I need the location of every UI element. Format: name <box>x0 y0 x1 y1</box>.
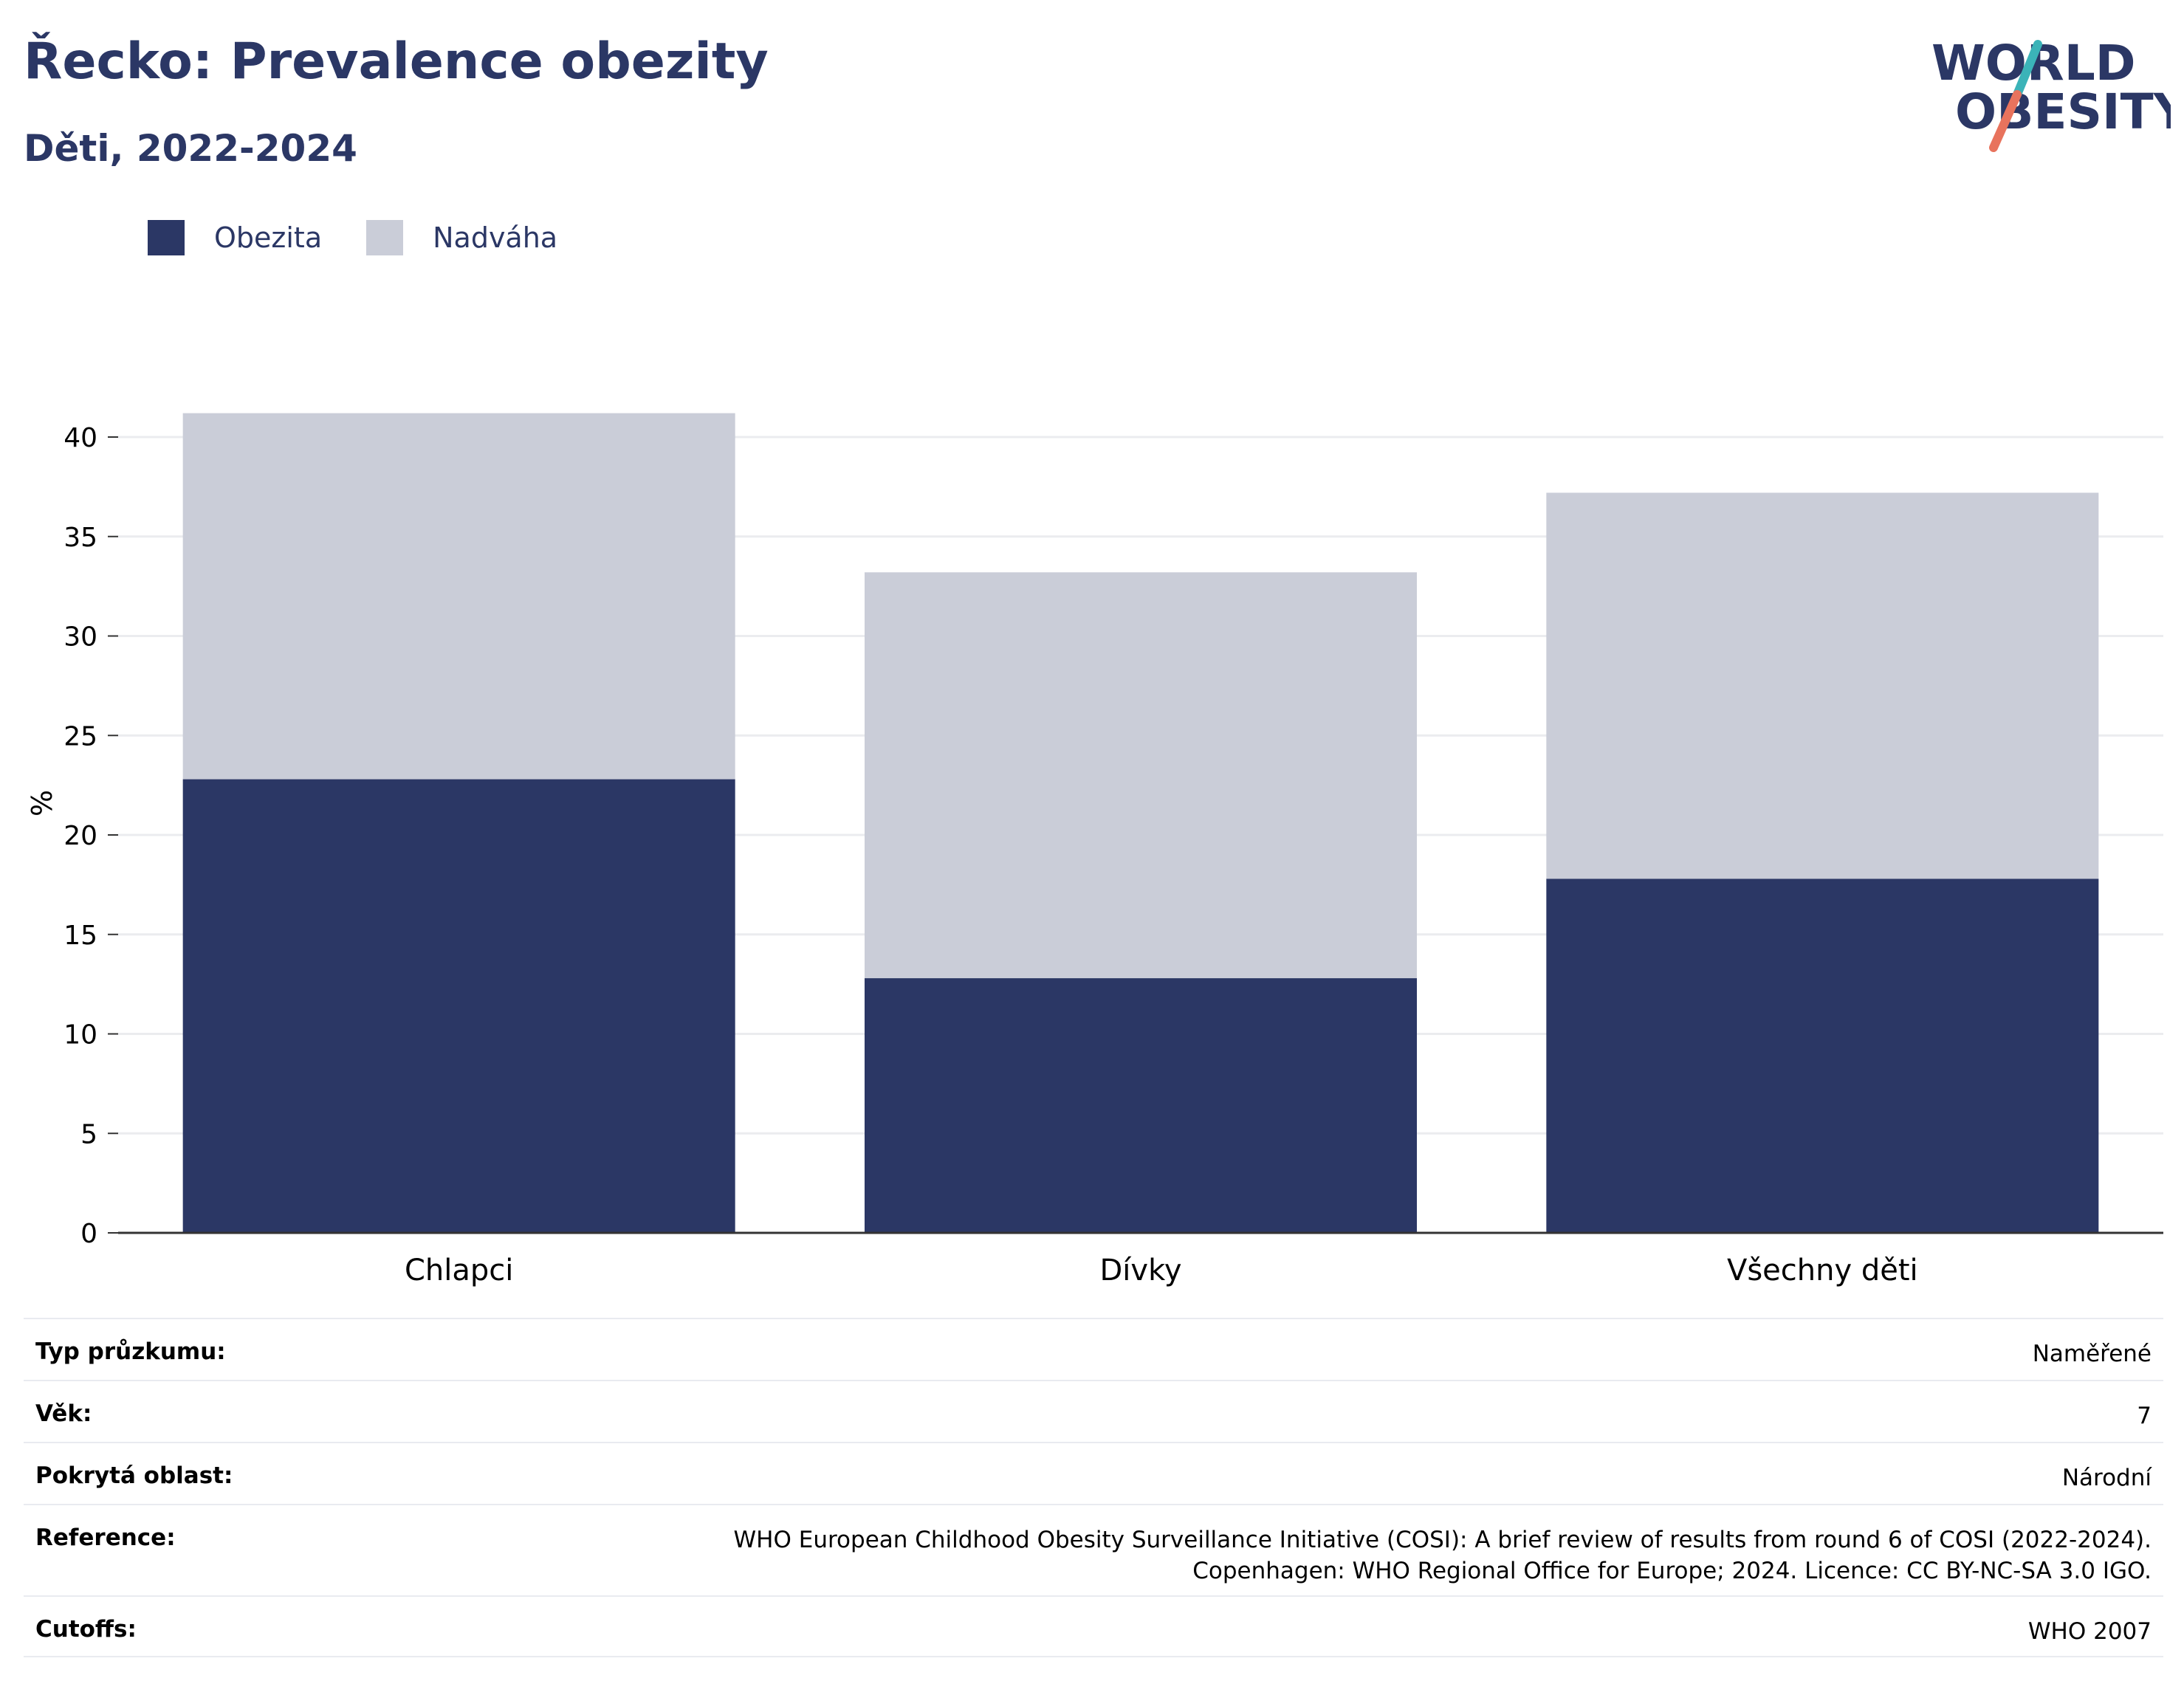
y-tick-label: 15 <box>63 921 97 951</box>
y-tick-label: 5 <box>80 1119 97 1149</box>
y-axis-label: % <box>26 790 58 816</box>
info-label: Typ průzkumu: <box>35 1338 226 1365</box>
world-obesity-logo: WORLD OBESITY <box>1931 35 2171 152</box>
y-tick-label: 25 <box>63 721 97 752</box>
y-tick-label: 40 <box>63 423 97 453</box>
legend-swatch-nadvaha <box>366 220 404 255</box>
bar-nadvaha <box>182 413 735 780</box>
info-label: Věk: <box>35 1400 92 1427</box>
info-table: Typ průzkumu: Naměřené Věk: 7 Pokrytá ob… <box>24 1318 2163 1657</box>
axis-layer: 0 5 10 15 20 25 30 35 40 Chlapci Dívky Všechny děti <box>63 423 2163 1287</box>
legend-label-nadvaha: Nadváha <box>433 221 558 254</box>
logo-line-2: OBESITY <box>1955 83 2171 140</box>
y-tick-label: 20 <box>63 821 97 851</box>
info-row-age: Věk: 7 <box>24 1380 2163 1442</box>
y-tick-label: 35 <box>63 523 97 553</box>
info-row-reference: Reference: WHO European Childhood Obesit… <box>24 1504 2163 1595</box>
x-tick-label: Chlapci <box>405 1254 513 1287</box>
chart-subtitle: Děti, 2022-2024 <box>24 127 357 170</box>
y-tick-label: 0 <box>80 1219 97 1249</box>
info-label: Reference: <box>35 1524 176 1551</box>
info-row-cutoffs: Cutoffs: WHO 2007 <box>24 1595 2163 1657</box>
y-tick-label: 30 <box>63 622 97 653</box>
legend-item-obezita: Obezita <box>148 220 322 255</box>
chart-title: Řecko: Prevalence obezity <box>24 32 769 91</box>
bar-obezita <box>1546 879 2099 1233</box>
bar-obezita <box>182 779 735 1233</box>
bar-nadvaha <box>865 572 1417 979</box>
legend-item-nadvaha: Nadváha <box>366 220 557 255</box>
info-label: Cutoffs: <box>35 1616 137 1643</box>
bar-nadvaha <box>1546 492 2099 879</box>
bar-layer <box>182 413 2099 1233</box>
chart-legend: Obezita Nadváha <box>148 220 602 255</box>
logo-slash-top <box>2013 40 2042 99</box>
x-tick-label: Dívky <box>1100 1254 1182 1287</box>
info-label: Pokrytá oblast: <box>35 1462 233 1489</box>
legend-label-obezita: Obezita <box>214 221 323 254</box>
info-row-coverage: Pokrytá oblast: Národní <box>24 1442 2163 1504</box>
x-tick-label: Všechny děti <box>1727 1254 1918 1287</box>
info-value: 7 <box>2137 1403 2152 1429</box>
logo-slash-bottom <box>1989 90 2022 152</box>
stacked-bar-chart: 0 5 10 15 20 25 30 35 40 Chlapci Dívky Všechny děti… <box>26 413 2163 1287</box>
legend-swatch-obezita <box>148 220 185 255</box>
y-tick-label: 10 <box>63 1020 97 1051</box>
info-value: Národní <box>2061 1465 2152 1491</box>
info-value: Naměřené <box>2032 1341 2152 1367</box>
info-value: WHO 2007 <box>2027 1618 2152 1645</box>
bar-obezita <box>865 978 1417 1233</box>
info-row-survey-type: Typ průzkumu: Naměřené <box>24 1318 2163 1380</box>
info-value: WHO European Childhood Obesity Surveilla… <box>733 1527 2152 1584</box>
